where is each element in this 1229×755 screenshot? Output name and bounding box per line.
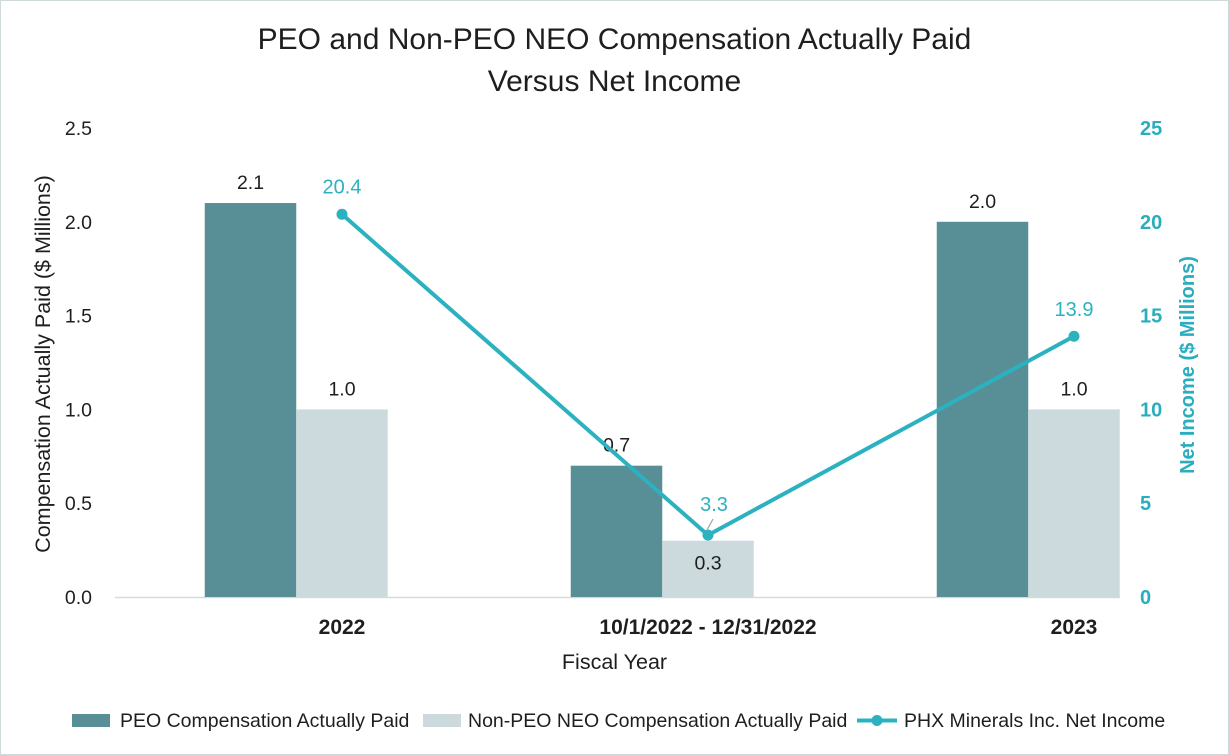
y2-axis-tick-label: 25	[1140, 118, 1162, 140]
peo-compensation-bar	[204, 203, 297, 598]
non-peo-compensation-bar	[296, 409, 388, 597]
legend-item-peo: PEO Compensation Actually Paid	[72, 710, 409, 732]
y2-axis-ticks: 0 5 10 15 20 25	[1140, 118, 1162, 609]
y-axis-title: Compensation Actually Paid ($ Millions)	[31, 175, 55, 553]
net-income-data-label: 20.4	[323, 176, 362, 198]
y-axis-ticks: 0.0 0.5 1.0 1.5 2.0 2.5	[65, 118, 92, 609]
line-series	[336, 208, 1080, 541]
net-income-marker	[336, 208, 348, 220]
y-axis-tick-label: 1.0	[65, 399, 92, 421]
line-data-labels: 20.4 3.3 13.9	[323, 176, 1094, 531]
y-axis-tick-label: 0.0	[65, 587, 92, 609]
y2-axis-tick-label: 15	[1140, 306, 1162, 328]
non-peo-compensation-bar	[1028, 409, 1120, 597]
legend-label-peo: PEO Compensation Actually Paid	[120, 710, 409, 732]
y2-axis-tick-label: 20	[1140, 212, 1162, 234]
y-axis-tick-label: 0.5	[65, 493, 92, 515]
legend-label-non-peo: Non-PEO NEO Compensation Actually Paid	[468, 710, 847, 732]
legend-item-non-peo: Non-PEO NEO Compensation Actually Paid	[423, 710, 847, 732]
legend-swatch-peo	[72, 714, 110, 727]
legend: PEO Compensation Actually Paid Non-PEO N…	[72, 710, 1165, 732]
y-axis-tick-label: 2.0	[65, 212, 92, 234]
peo-compensation-bar	[570, 465, 663, 597]
peo-compensation-bar-data-label: 2.1	[237, 172, 264, 194]
non-peo-compensation-bar	[662, 540, 754, 597]
y2-axis-tick-label: 0	[1140, 587, 1151, 609]
x-axis-category-label: 2022	[319, 616, 366, 639]
x-axis-categories: 2022 10/1/2022 - 12/31/2022 2023	[319, 616, 1098, 639]
y-axis-tick-label: 2.5	[65, 118, 92, 140]
chart-title-line-1: PEO and Non-PEO NEO Compensation Actuall…	[258, 23, 972, 56]
y2-axis-tick-label: 10	[1140, 399, 1162, 421]
non-peo-compensation-bar-data-label: 0.3	[694, 553, 721, 575]
bar-series	[204, 203, 1120, 598]
net-income-marker	[702, 529, 714, 541]
chart-title-line-2: Versus Net Income	[488, 65, 741, 98]
y2-axis-tick-label: 5	[1140, 493, 1151, 515]
legend-item-net-income: PHX Minerals Inc. Net Income	[857, 710, 1165, 732]
non-peo-compensation-bar-data-label: 1.0	[328, 378, 355, 400]
y-axis-tick-label: 1.5	[65, 306, 92, 328]
non-peo-compensation-bar-data-label: 1.0	[1060, 378, 1087, 400]
net-income-data-label: 3.3	[700, 494, 728, 516]
data-label-leader-line	[706, 518, 714, 531]
peo-compensation-bar-data-label: 2.0	[969, 191, 996, 213]
x-axis-title: Fiscal Year	[562, 650, 667, 674]
net-income-data-label: 13.9	[1055, 299, 1094, 321]
x-axis-category-label: 10/1/2022 - 12/31/2022	[599, 616, 816, 639]
x-axis-category-label: 2023	[1051, 616, 1098, 639]
legend-label-net-income: PHX Minerals Inc. Net Income	[904, 710, 1165, 732]
peo-compensation-bar	[936, 221, 1029, 598]
legend-swatch-non-peo	[423, 714, 461, 727]
y2-axis-title: Net Income ($ Millions)	[1177, 256, 1199, 474]
legend-marker-net-income	[871, 715, 883, 726]
net-income-marker	[1068, 330, 1080, 342]
